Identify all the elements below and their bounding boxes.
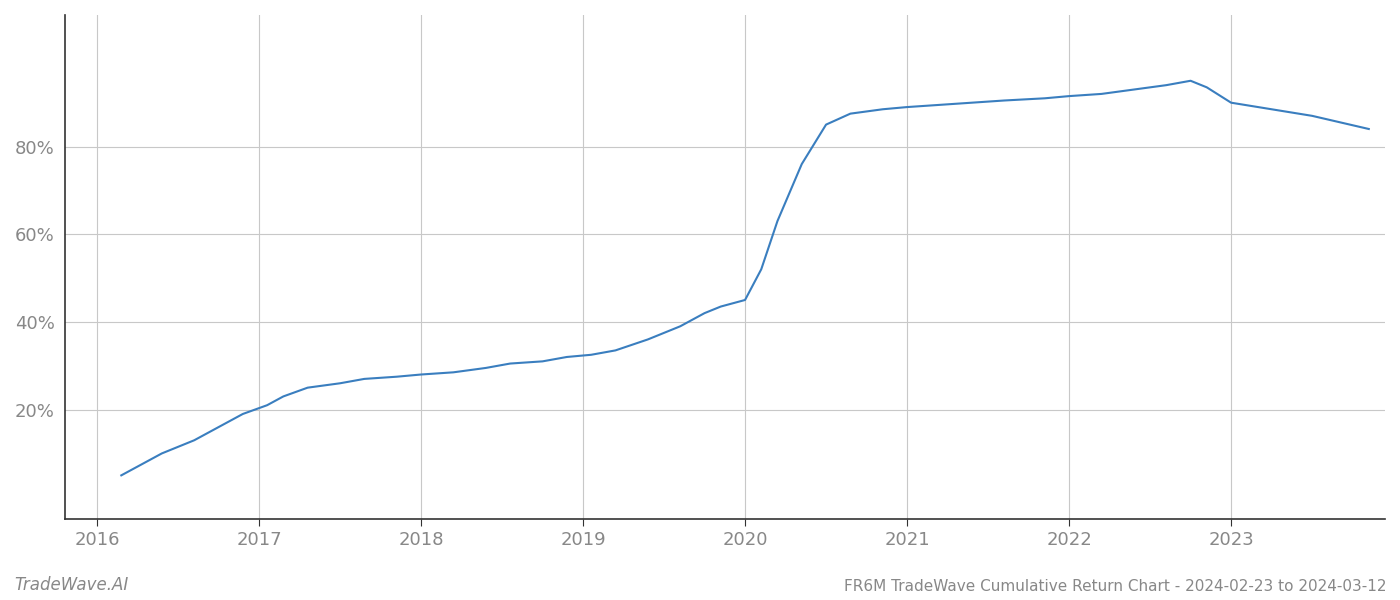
- Text: TradeWave.AI: TradeWave.AI: [14, 576, 129, 594]
- Text: FR6M TradeWave Cumulative Return Chart - 2024-02-23 to 2024-03-12: FR6M TradeWave Cumulative Return Chart -…: [843, 579, 1386, 594]
